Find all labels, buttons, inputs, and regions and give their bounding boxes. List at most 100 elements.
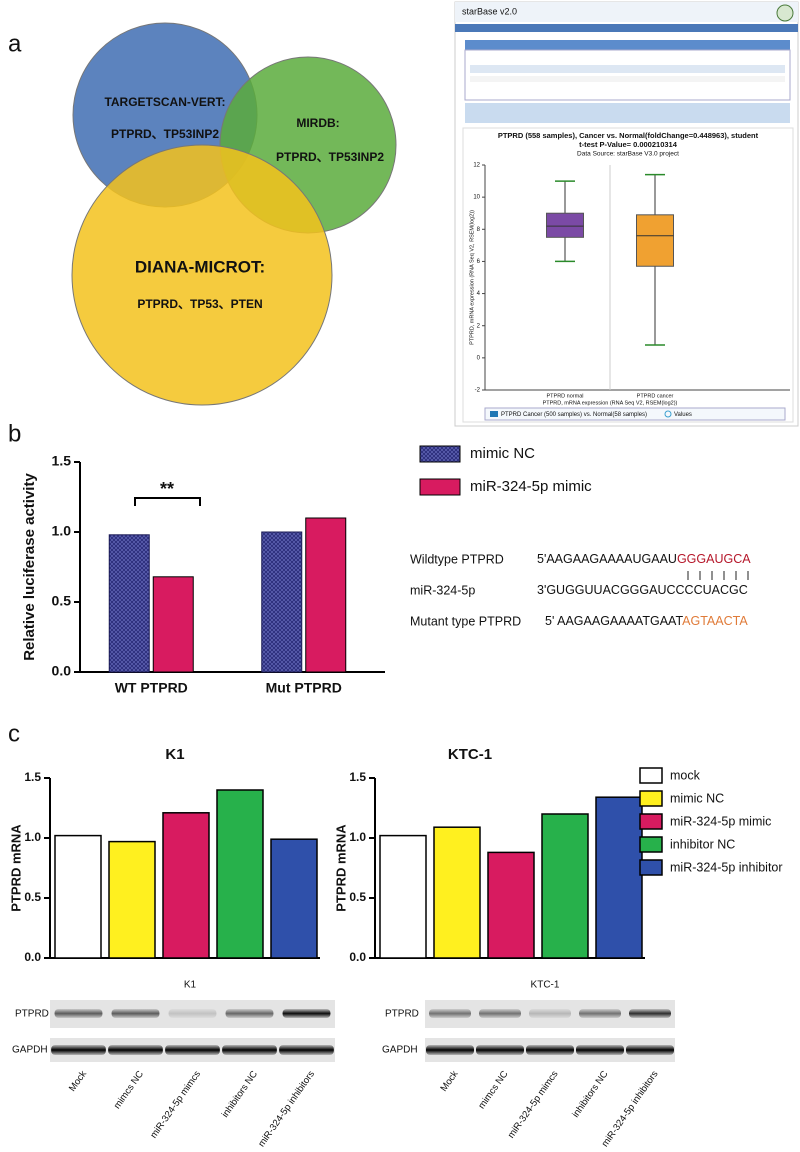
- blot-band: [222, 1045, 277, 1055]
- y-tick-label: 0.0: [52, 663, 72, 679]
- base-pairs: [687, 571, 749, 580]
- sequence-part: 3'GUGGUUACGGGAUCCCCUACGC: [537, 583, 748, 597]
- blot-band: [426, 1045, 474, 1055]
- legend-swatch: [664, 410, 672, 418]
- bar: [54, 834, 102, 959]
- starbase-screenshot: [454, 1, 799, 427]
- legend-swatch: [639, 813, 663, 830]
- legend-label: mimic NC: [670, 791, 724, 805]
- bar: [487, 851, 535, 959]
- legend-swatch: [419, 478, 461, 496]
- sequence-part: 5'AAGAAGAAAAUGAAU: [537, 552, 677, 566]
- blot-row-label: PTPRD: [15, 1009, 49, 1020]
- sequence: 5'AAGAAGAAAAUGAAUGGGAUGCA: [537, 552, 751, 566]
- legend-label: PTPRD Cancer (500 samples) vs. Normal(58…: [501, 412, 647, 418]
- chart-subtitle: t-test P-Value= 0.000210314: [579, 140, 678, 149]
- bar: [379, 834, 427, 959]
- legend-label: miR-324-5p inhibitor: [670, 860, 783, 874]
- venn-set-name: TARGETSCAN-VERT:: [104, 95, 225, 109]
- y-tick-label: 0.5: [52, 593, 72, 609]
- bar: [216, 789, 264, 959]
- lane-label: Mock: [438, 1069, 460, 1094]
- bar: [595, 796, 643, 959]
- sequence: 3'GUGGUUACGGGAUCCCCUACGC: [537, 583, 748, 597]
- brand: starBase v2.0: [462, 6, 517, 16]
- y-tick-label: 6: [477, 259, 481, 265]
- legend-label: inhibitor NC: [670, 837, 735, 851]
- lane-label: miR-324-5p mimcs: [148, 1069, 203, 1141]
- blot-band: [108, 1045, 163, 1055]
- y-tick-label: 1.5: [52, 453, 72, 469]
- venn-genes: PTPRD、TP53、PTEN: [137, 297, 262, 311]
- legend-label: miR-324-5p mimic: [670, 814, 771, 828]
- blot-band: [529, 1009, 571, 1018]
- y-tick-label: 4: [477, 291, 481, 297]
- sequence-label: miR-324-5p: [410, 583, 475, 597]
- y-tick-label: 0: [477, 355, 481, 361]
- bar: [108, 840, 156, 959]
- blot-band: [626, 1045, 674, 1055]
- binding-site: GGGAUGCA: [677, 552, 751, 566]
- blot-title: K1: [184, 980, 197, 991]
- lane-label: mimcs NC: [112, 1069, 146, 1111]
- blot-row-label: GAPDH: [12, 1045, 48, 1056]
- y-tick-label: -2: [475, 388, 481, 394]
- bar: [541, 813, 589, 959]
- legend-swatch: [639, 790, 663, 807]
- y-axis-label: PTPRD mRNA: [333, 824, 348, 912]
- blot-band: [476, 1045, 524, 1055]
- legend-swatch: [639, 859, 663, 876]
- y-tick-label: 1.0: [349, 830, 366, 844]
- x-tick-label: PTPRD normal: [547, 393, 584, 399]
- y-axis-label: PTPRD, mRNA expression (RNA Seq V2, RSEM…: [469, 210, 475, 345]
- sequence-label: Wildtype PTPRD: [410, 552, 504, 566]
- blot-band: [579, 1009, 621, 1018]
- bar: [152, 576, 194, 673]
- blot-row-label: GAPDH: [382, 1045, 418, 1056]
- legend-label: Values: [674, 412, 692, 418]
- box: [636, 214, 674, 267]
- bar: [270, 838, 318, 959]
- significance: **: [160, 479, 174, 499]
- blot-band: [279, 1045, 334, 1055]
- x-tick-label: Mut PTPRD: [266, 680, 342, 696]
- blot-band: [168, 1009, 217, 1018]
- lane-label: miR-324-5p inhibitors: [256, 1069, 317, 1149]
- significance-bracket: [134, 497, 201, 506]
- bar: [162, 812, 210, 959]
- bar: [108, 534, 150, 673]
- legend-label: mimic NC: [470, 445, 535, 462]
- x-axis-label: PTPRD, mRNA expression (RNA Seq V2, RSEM…: [543, 400, 678, 406]
- venn-set-name: MIRDB:: [296, 116, 339, 130]
- y-axis-label: PTPRD mRNA: [8, 824, 23, 912]
- panel-label: b: [8, 420, 21, 447]
- blot-band: [165, 1045, 220, 1055]
- x-tick-label: WT PTPRD: [115, 680, 188, 696]
- y-tick-label: 1.5: [349, 770, 366, 784]
- sequence-label: Mutant type PTPRD: [410, 614, 521, 628]
- venn-genes: PTPRD、TP53INP2: [276, 150, 384, 164]
- y-axis-label: Relative luciferase activity: [21, 473, 38, 661]
- panel-label: a: [8, 30, 22, 57]
- blot-band: [526, 1045, 574, 1055]
- bar: [305, 517, 347, 673]
- blot-band: [282, 1009, 331, 1018]
- legend-label: mock: [670, 768, 701, 782]
- y-tick-label: 1.0: [24, 830, 41, 844]
- lane-label: inhibitors NC: [570, 1069, 610, 1120]
- chart-source: Data Source: starBase V3.0 project: [577, 151, 679, 158]
- y-tick-label: 10: [473, 195, 480, 201]
- y-tick-label: 1.0: [52, 523, 72, 539]
- venn-genes: PTPRD、TP53INP2: [111, 127, 219, 141]
- lane-label: miR-324-5p inhibitors: [600, 1069, 661, 1149]
- blot-band: [576, 1045, 624, 1055]
- bar: [261, 531, 303, 673]
- chart-title: KTC-1: [448, 746, 492, 763]
- blot-band: [51, 1045, 106, 1055]
- venn-circle: [71, 144, 333, 406]
- blot-band: [629, 1009, 671, 1018]
- binding-site: AGTAACTA: [682, 614, 748, 628]
- lane-label: Mock: [67, 1069, 89, 1094]
- y-tick-label: 0.0: [24, 950, 41, 964]
